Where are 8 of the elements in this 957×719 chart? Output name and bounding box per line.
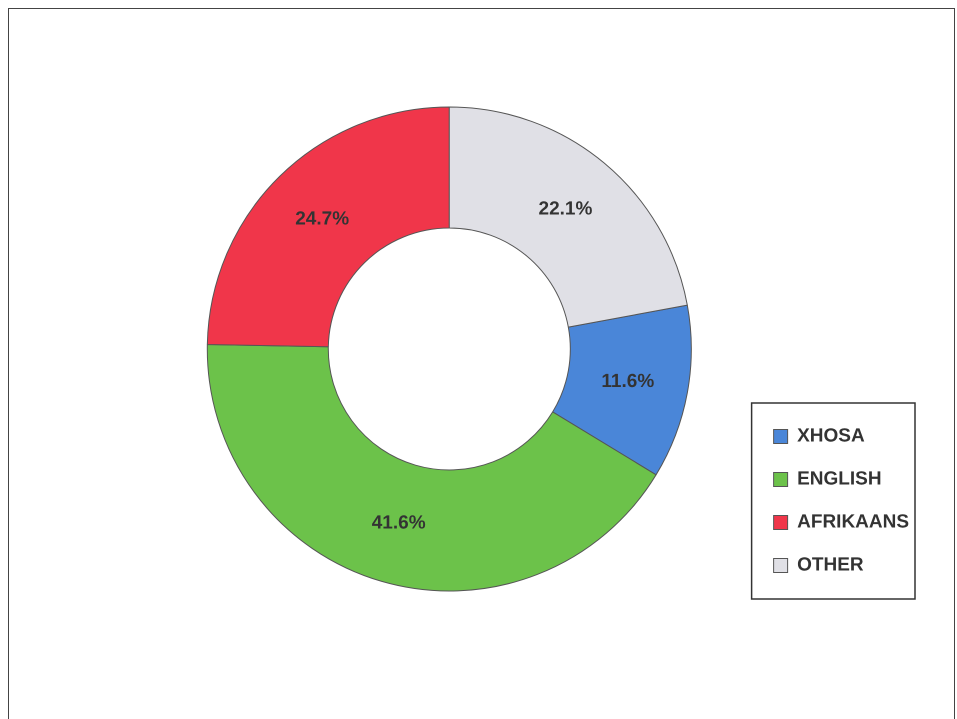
data-label: 11.6% [601, 371, 654, 392]
legend-label: XHOSA [797, 426, 865, 447]
data-label: 24.7% [295, 208, 350, 230]
legend-label: OTHER [797, 554, 864, 576]
legend-label: AFRIKAANS [797, 512, 910, 533]
data-label: 22.1% [538, 198, 592, 220]
data-label: 41.6% [372, 512, 426, 534]
legend-label: ENGLISH [797, 468, 882, 490]
